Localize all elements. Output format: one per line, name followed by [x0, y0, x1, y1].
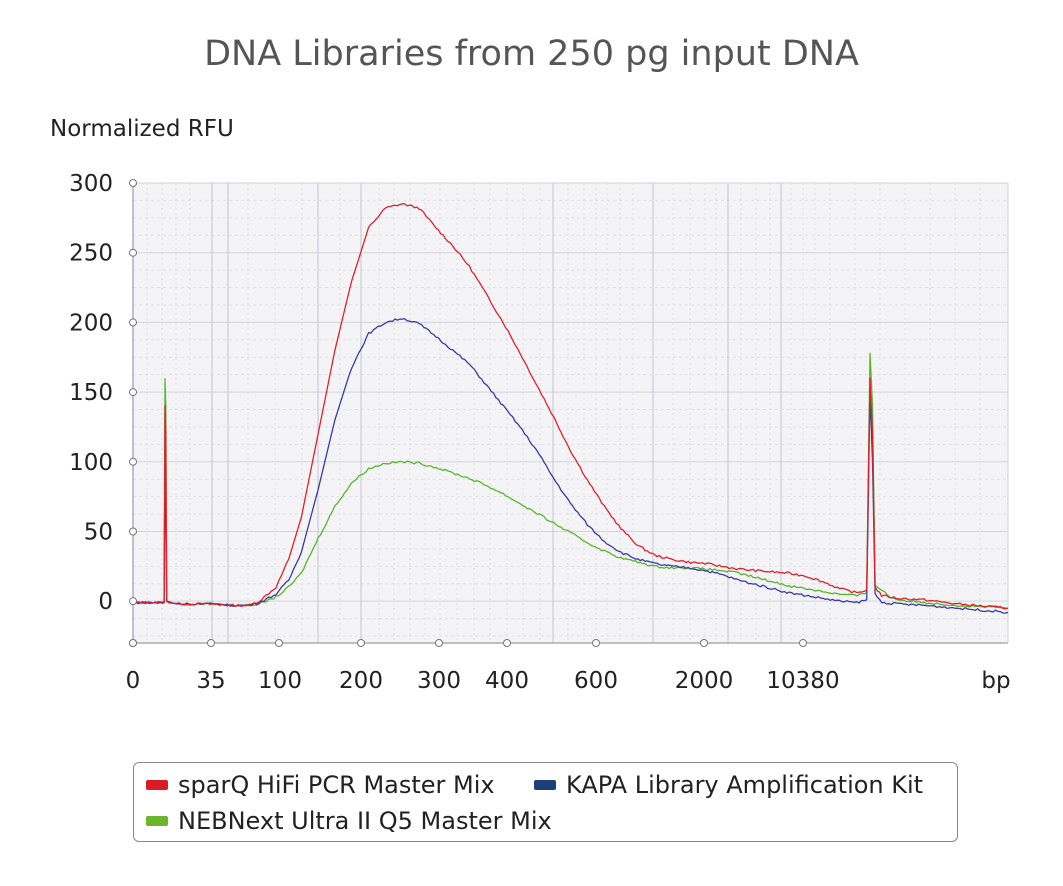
chart-plot: 0 50 100 150 200 250 300 0 35 100 200 300 400 600 200… — [69, 171, 1011, 694]
x-tick-label: 300 — [417, 668, 461, 694]
legend-swatch-nebnext — [146, 816, 168, 826]
legend-label-kapa: KAPA Library Amplification Kit — [566, 771, 924, 799]
x-tick-marker — [129, 639, 137, 647]
x-tick-marker — [799, 639, 807, 647]
y-tick-labels: 0 50 100 150 200 250 300 — [69, 171, 137, 647]
y-tick-marker — [129, 457, 137, 466]
series-line — [132, 352, 1009, 609]
y-tick-label: 200 — [69, 310, 113, 336]
y-tick-label: 300 — [69, 171, 113, 197]
x-tick-marker — [503, 639, 511, 647]
x-tick-label: 400 — [485, 668, 529, 694]
legend-swatch-sparq — [146, 780, 168, 790]
x-tick-label: 10380 — [766, 668, 839, 694]
x-tick-marker — [207, 639, 215, 647]
y-tick-marker — [129, 527, 137, 536]
y-tick-marker — [129, 179, 137, 187]
series-layer — [132, 203, 1009, 614]
y-tick-label: 0 — [98, 589, 113, 615]
x-tick-marker — [435, 639, 443, 647]
legend-item-kapa: KAPA Library Amplification Kit — [534, 771, 923, 799]
series-line — [132, 203, 1009, 610]
x-axis-label: bp — [981, 668, 1010, 694]
x-tick-label: 35 — [196, 668, 225, 694]
x-tick-label: 2000 — [675, 668, 734, 694]
legend: sparQ HiFi PCR Master Mix KAPA Library A… — [133, 762, 958, 842]
chart-title: DNA Libraries from 250 pg input DNA — [204, 34, 859, 74]
legend-swatch-kapa — [534, 780, 556, 790]
y-tick-marker — [129, 318, 137, 327]
x-tick-marker — [700, 639, 708, 647]
y-tick-label: 150 — [69, 380, 113, 406]
x-tick-label: 0 — [126, 668, 141, 694]
legend-item-sparq: sparQ HiFi PCR Master Mix — [146, 771, 495, 799]
grid — [133, 182, 1008, 643]
x-tick-labels: 0 35 100 200 300 400 600 2000 10380 — [126, 639, 840, 694]
x-tick-marker — [592, 639, 600, 647]
y-tick-marker — [129, 248, 137, 257]
x-tick-label: 600 — [574, 668, 618, 694]
legend-label-nebnext: NEBNext Ultra II Q5 Master Mix — [178, 807, 552, 835]
legend-item-nebnext: NEBNext Ultra II Q5 Master Mix — [146, 807, 552, 835]
y-tick-label: 100 — [69, 450, 113, 476]
x-tick-marker — [357, 639, 365, 647]
y-tick-label: 50 — [84, 519, 113, 545]
y-axis-label: Normalized RFU — [50, 116, 234, 142]
y-tick-label: 250 — [69, 241, 113, 267]
x-tick-marker — [275, 639, 283, 647]
legend-label-sparq: sparQ HiFi PCR Master Mix — [178, 771, 495, 799]
series-line — [132, 317, 1009, 614]
x-tick-label: 100 — [258, 668, 302, 694]
y-tick-marker — [129, 597, 137, 606]
x-tick-label: 200 — [339, 668, 383, 694]
plot-background — [133, 183, 1008, 643]
y-tick-marker — [129, 388, 137, 397]
